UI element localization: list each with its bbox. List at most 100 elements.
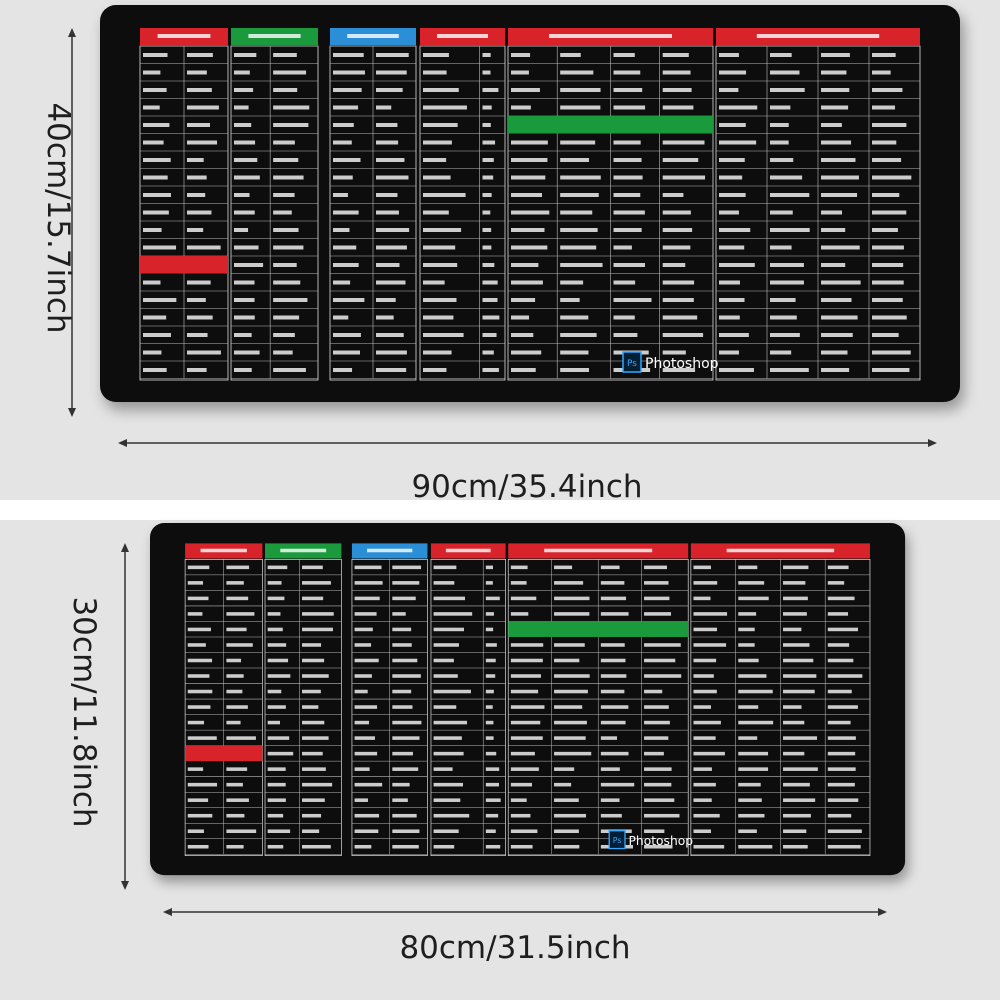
cell-text xyxy=(738,596,769,601)
height-label: 30cm/11.8inch xyxy=(66,596,102,827)
cell-text xyxy=(644,596,670,601)
cell-text xyxy=(783,705,802,709)
cell-text xyxy=(693,627,717,632)
cell-text xyxy=(872,350,911,355)
cell-text xyxy=(554,751,592,756)
cell-text xyxy=(644,705,669,709)
cell-text xyxy=(821,245,860,250)
cell-text xyxy=(333,175,353,180)
cell-text xyxy=(560,193,599,197)
cell-text xyxy=(423,280,445,285)
cell-text xyxy=(511,88,540,92)
header-text xyxy=(367,548,413,553)
cell-text xyxy=(821,140,852,145)
cell-text xyxy=(433,689,471,694)
cell-text xyxy=(644,813,680,818)
cell-text xyxy=(600,689,625,694)
header-text xyxy=(756,34,880,38)
logo-icon xyxy=(622,351,642,373)
cell-text xyxy=(187,70,207,75)
cell-text xyxy=(770,210,793,215)
cell-text xyxy=(560,105,601,110)
cell-text xyxy=(719,70,747,75)
cell-text xyxy=(267,689,282,694)
cell-text xyxy=(354,829,379,834)
cell-text xyxy=(872,105,896,110)
cell-text xyxy=(827,751,856,756)
width-label: 90cm/35.4inch xyxy=(411,469,642,505)
cell-text xyxy=(719,53,739,57)
cell-text xyxy=(273,280,301,285)
cell-text xyxy=(423,193,466,197)
cell-text xyxy=(482,350,494,355)
cell-text xyxy=(273,263,297,267)
cell-text xyxy=(719,315,740,320)
cell-text xyxy=(783,798,816,802)
cell-text xyxy=(302,643,322,647)
cell-text xyxy=(187,105,219,110)
logo-icon-text: Ps xyxy=(627,359,637,369)
cell-text xyxy=(433,813,470,818)
cell-text xyxy=(644,751,664,756)
cell-text xyxy=(354,736,375,740)
cell-text xyxy=(392,720,422,725)
cell-text xyxy=(821,88,850,92)
cell-text xyxy=(354,627,373,632)
cell-text xyxy=(821,280,861,285)
cell-text xyxy=(872,158,902,162)
cell-text xyxy=(433,658,454,663)
cell-text xyxy=(783,565,809,570)
cell-text xyxy=(554,767,575,771)
cell-text xyxy=(738,829,757,834)
cell-text xyxy=(600,643,625,647)
cell-text xyxy=(392,813,417,818)
cell-text xyxy=(423,245,456,250)
cell-text xyxy=(482,53,491,57)
cell-text xyxy=(821,228,846,232)
cell-text xyxy=(827,658,854,663)
cell-text xyxy=(872,315,907,320)
cell-text xyxy=(662,245,691,250)
cell-text xyxy=(693,565,711,570)
cell-text xyxy=(433,736,462,740)
cell-text xyxy=(392,844,419,849)
cell-text xyxy=(354,689,368,694)
cell-text xyxy=(719,333,749,337)
cell-text xyxy=(376,123,398,127)
cell-text xyxy=(143,53,168,57)
cell-text xyxy=(560,53,581,57)
cell-text xyxy=(719,175,743,180)
cell-text xyxy=(234,245,259,250)
cell-text xyxy=(273,140,295,145)
cell-text xyxy=(613,140,641,145)
cell-text xyxy=(143,158,171,162)
cell-text xyxy=(482,333,497,337)
cell-text xyxy=(510,813,531,818)
cell-text xyxy=(738,612,757,616)
cell-text xyxy=(273,70,307,75)
cell-text xyxy=(143,315,167,320)
cell-text xyxy=(226,643,253,647)
cell-text xyxy=(354,720,370,725)
cell-text xyxy=(302,782,333,787)
cell-text xyxy=(613,70,641,75)
cell-text xyxy=(482,315,500,320)
cell-text xyxy=(770,228,810,232)
cell-text xyxy=(267,612,281,616)
cell-text xyxy=(600,705,629,709)
cell-text xyxy=(719,228,751,232)
cell-text xyxy=(783,627,802,632)
cell-text xyxy=(433,844,455,849)
cell-text xyxy=(872,210,907,215)
cell-text xyxy=(392,705,413,709)
cell-text xyxy=(485,751,497,756)
cell-text xyxy=(234,158,258,162)
cell-text xyxy=(485,689,494,694)
cell-text xyxy=(613,245,632,250)
cell-text xyxy=(554,813,587,818)
cell-text xyxy=(738,643,755,647)
cell-text xyxy=(267,829,291,834)
cell-text xyxy=(187,829,204,834)
cell-text xyxy=(827,627,859,632)
logo-text: Photoshop xyxy=(645,356,719,372)
